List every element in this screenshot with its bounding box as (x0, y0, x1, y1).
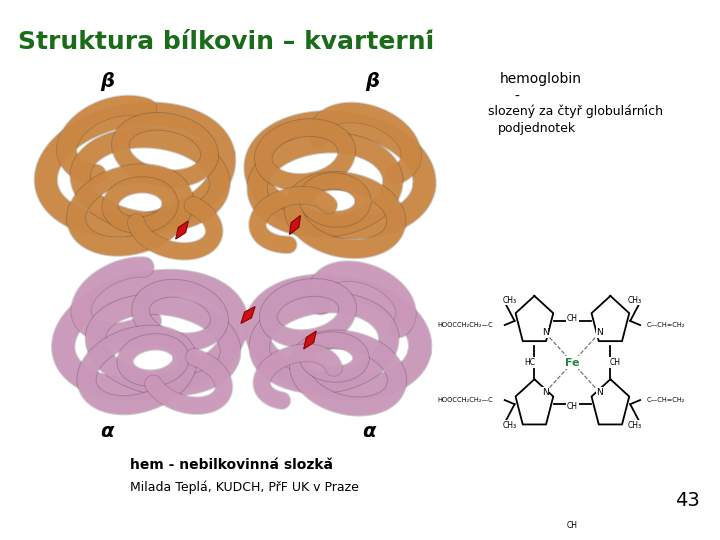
Text: C—CH=CH₂: C—CH=CH₂ (647, 322, 685, 328)
Text: N: N (596, 388, 603, 397)
Text: hem - nebilkovinná slozkǎ: hem - nebilkovinná slozkǎ (130, 458, 333, 472)
Text: N: N (541, 388, 549, 397)
Text: Struktura bílkovin – kvarterní: Struktura bílkovin – kvarterní (18, 30, 434, 54)
Text: CH: CH (610, 358, 621, 367)
Text: CH₃: CH₃ (628, 295, 642, 305)
Text: Fe: Fe (565, 357, 580, 368)
Text: α: α (100, 422, 113, 441)
Text: podjednotek: podjednotek (498, 122, 576, 135)
Text: N: N (541, 328, 549, 337)
Polygon shape (289, 215, 300, 234)
Text: slozený za čtyř globulárních: slozený za čtyř globulárních (488, 105, 663, 118)
Text: CH: CH (567, 402, 578, 411)
Text: CH: CH (567, 521, 578, 530)
Text: Milada Teplá, KUDCH, PřF UK v Praze: Milada Teplá, KUDCH, PřF UK v Praze (130, 480, 359, 494)
Text: HOOCCH₂CH₂—C: HOOCCH₂CH₂—C (437, 397, 493, 403)
Text: 43: 43 (675, 491, 700, 510)
Text: α: α (362, 422, 375, 441)
Polygon shape (304, 331, 316, 349)
Text: β: β (100, 72, 114, 91)
Text: CH₃: CH₃ (503, 421, 517, 429)
Text: CH₃: CH₃ (503, 295, 517, 305)
Text: β: β (365, 72, 379, 91)
Text: HOOCCH₂CH₂—C: HOOCCH₂CH₂—C (437, 322, 493, 328)
Polygon shape (241, 307, 255, 323)
Text: CH₃: CH₃ (628, 421, 642, 429)
Text: -: - (514, 90, 519, 104)
Text: N: N (596, 328, 603, 337)
Text: HC: HC (524, 358, 535, 367)
Polygon shape (176, 221, 189, 239)
Text: CH: CH (567, 314, 578, 323)
Text: hemoglobin: hemoglobin (500, 72, 582, 86)
Text: C—CH=CH₂: C—CH=CH₂ (647, 397, 685, 403)
